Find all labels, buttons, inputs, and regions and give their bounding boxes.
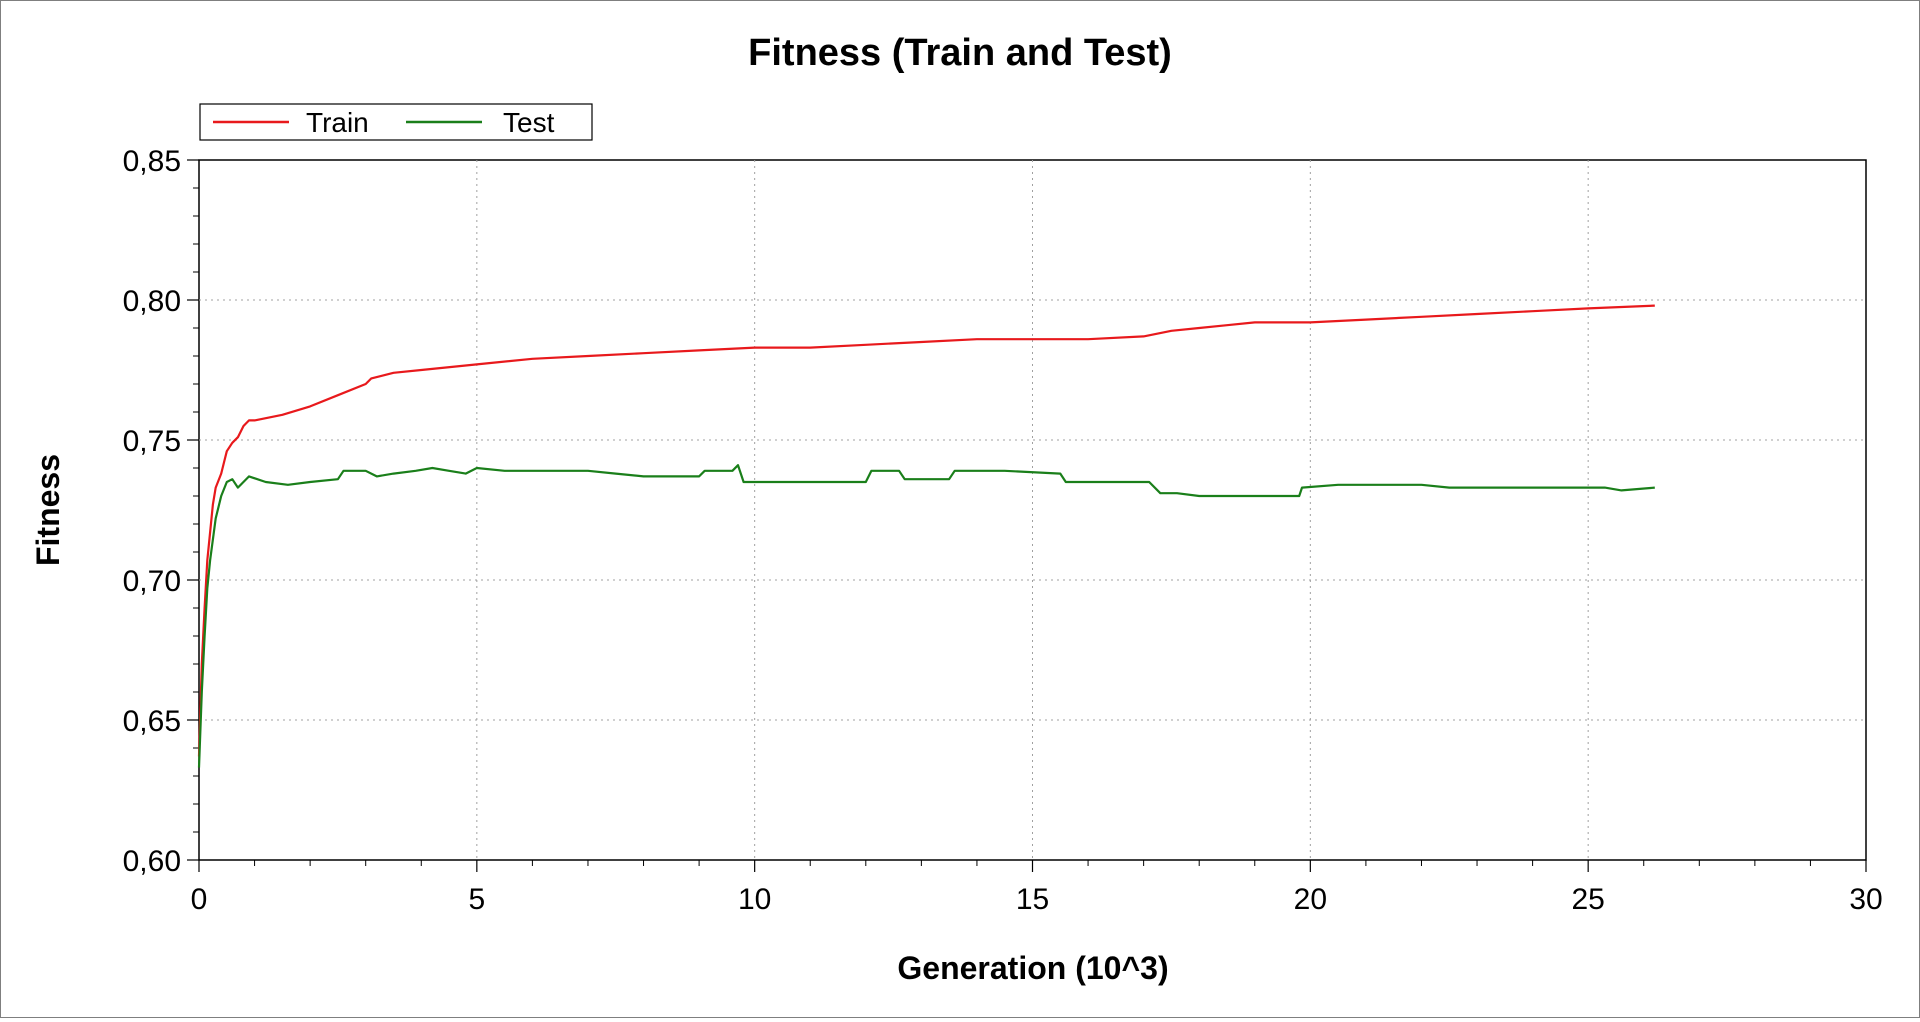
legend: Train Test: [199, 103, 593, 141]
legend-label-test: Test: [503, 107, 555, 138]
series-line-train: [197, 304, 1655, 757]
x-tick-label: 30: [1849, 883, 1882, 916]
y-tick-label: 0,70: [123, 565, 181, 598]
x-tick-label: 20: [1294, 883, 1327, 916]
x-tick-labels: 0 5 10 15 20 25 30: [191, 883, 1883, 916]
series-lines: [197, 304, 1655, 768]
x-tick-label: 10: [738, 883, 771, 916]
y-tick-label: 0,75: [123, 425, 181, 458]
chart-title: Fitness (Train and Test): [748, 32, 1172, 74]
y-axis-title: Fitness: [30, 454, 66, 566]
y-tick-label: 0,60: [123, 845, 181, 878]
legend-label-train: Train: [306, 107, 369, 138]
x-tick-label: 5: [468, 883, 485, 916]
y-tick-labels: 0,60 0,65 0,70 0,75 0,80 0,85: [123, 145, 181, 878]
y-tick-label: 0,85: [123, 145, 181, 178]
x-tick-label: 25: [1571, 883, 1604, 916]
x-axis-title: Generation (10^3): [897, 950, 1168, 986]
x-tick-label: 15: [1016, 883, 1049, 916]
series-line-test: [197, 464, 1655, 768]
grid-lines: [199, 160, 1866, 860]
y-tick-label: 0,65: [123, 705, 181, 738]
axis-ticks: [187, 159, 1867, 872]
y-tick-label: 0,80: [123, 285, 181, 318]
x-tick-label: 0: [191, 883, 208, 916]
